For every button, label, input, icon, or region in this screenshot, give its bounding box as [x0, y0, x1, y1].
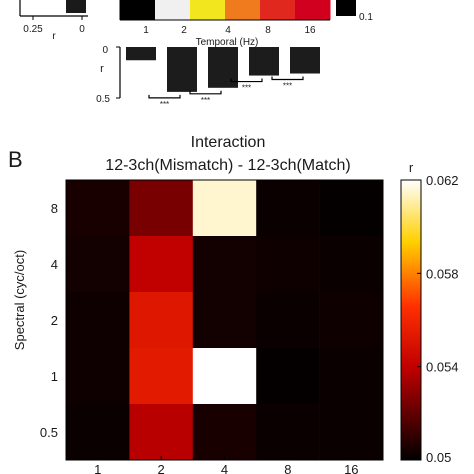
chart-title: Interaction	[191, 134, 266, 151]
top-strip-cell	[190, 0, 226, 20]
bar-y-label: r	[100, 63, 104, 75]
heatmap-cell	[319, 404, 384, 461]
bar	[167, 47, 197, 92]
heatmap-cell	[129, 348, 194, 405]
heatmap-cell	[66, 236, 130, 293]
significance-marker: ***	[283, 82, 292, 91]
colorbar-label: r	[409, 160, 414, 175]
y-axis-label: Spectral (cyc/oct)	[12, 250, 27, 350]
heatmap-cell	[192, 236, 257, 293]
colorbar	[400, 179, 422, 461]
top-left-axis-fragment: 0.25 r 0	[19, 0, 88, 42]
y-tick-label: 0.5	[40, 425, 58, 440]
colorbar-tick-label: 0.05	[426, 450, 451, 465]
chart-subtitle: 12-3ch(Mismatch) - 12-3ch(Match)	[105, 157, 350, 174]
heatmap-cell	[256, 348, 320, 405]
heatmap-cell	[319, 348, 384, 405]
heatmap-cell	[192, 404, 257, 461]
bar	[290, 47, 320, 74]
heatmap-cell	[256, 236, 320, 293]
significance-bracket	[148, 94, 181, 99]
x-tick-label: 16	[344, 462, 358, 474]
x-tick-label: 1	[94, 462, 101, 474]
top-x-tick-label: 8	[265, 25, 271, 36]
top-colorbar-fragment	[336, 0, 356, 16]
top-left-bar	[66, 0, 86, 13]
top-strip-cell	[120, 0, 156, 20]
left-axis-tick-0: 0	[79, 24, 85, 35]
top-x-ticks: 1 2 4 8 16	[143, 25, 316, 36]
significance-brackets: *** *** *** ***	[148, 76, 304, 109]
heatmap-cell	[66, 404, 130, 461]
heatmap-cells	[66, 180, 384, 461]
top-x-axis-label: Temporal (Hz)	[196, 37, 259, 48]
heatmap-cell	[66, 292, 130, 349]
bar-y-tick-05: 0.5	[96, 94, 110, 105]
significance-marker: ***	[201, 96, 210, 105]
significance-bracket	[271, 76, 304, 81]
heatmap-cell	[256, 404, 320, 461]
heatmap-cell	[192, 292, 257, 349]
colorbar-tick-label: 0.062	[426, 173, 459, 188]
panel-label-b: B	[8, 147, 23, 172]
top-strip-cell	[295, 0, 331, 20]
x-tick-label: 4	[221, 462, 228, 474]
bar-y-tick-0: 0	[102, 45, 108, 56]
heatmap-cell	[256, 180, 320, 237]
heatmap-cell	[319, 236, 384, 293]
heatmap-cell	[256, 292, 320, 349]
top-x-tick-label: 4	[225, 25, 231, 36]
colorbar-tick-label: 0.058	[426, 266, 459, 281]
top-colorbar-tick: 0.1	[359, 12, 373, 23]
y-tick-label: 4	[51, 257, 58, 272]
significance-bracket	[189, 90, 222, 95]
heatmap-cell	[129, 292, 194, 349]
top-strip-cell	[155, 0, 191, 20]
left-axis-tick-025: 0.25	[23, 24, 43, 35]
top-x-tick-label: 2	[181, 25, 187, 36]
heatmap-cell	[129, 236, 194, 293]
heatmap-y-ticks: 8 4 2 1 0.5	[40, 201, 70, 440]
colorbar-ticks: 0.062 0.058 0.054 0.05	[417, 173, 459, 465]
x-tick-label: 8	[284, 462, 291, 474]
y-tick-label: 2	[51, 313, 58, 328]
heatmap-cell	[129, 180, 194, 237]
top-x-tick-label: 16	[304, 25, 316, 36]
heatmap-cell	[66, 180, 130, 237]
bar	[126, 47, 156, 61]
heatmap-cell	[129, 404, 194, 461]
heatmap-cell	[319, 292, 384, 349]
colorbar-tick-label: 0.054	[426, 360, 459, 375]
heatmap-cell	[66, 348, 130, 405]
top-color-strip	[120, 0, 331, 20]
significance-marker: ***	[160, 100, 169, 109]
x-tick-label: 2	[157, 462, 164, 474]
top-x-tick-label: 1	[143, 25, 149, 36]
heatmap-cell	[192, 180, 257, 237]
y-tick-label: 1	[51, 369, 58, 384]
heatmap-cell	[192, 348, 257, 405]
y-tick-label: 8	[51, 201, 58, 216]
heatmap-x-ticks: 1 2 4 8 16	[94, 456, 359, 474]
bar	[249, 47, 279, 76]
top-strip-cell	[225, 0, 261, 20]
top-strip-cell	[260, 0, 296, 20]
significance-bracket	[230, 78, 263, 83]
left-axis-label-r: r	[52, 31, 56, 42]
heatmap-cell	[319, 180, 384, 237]
significance-marker: ***	[242, 84, 251, 93]
